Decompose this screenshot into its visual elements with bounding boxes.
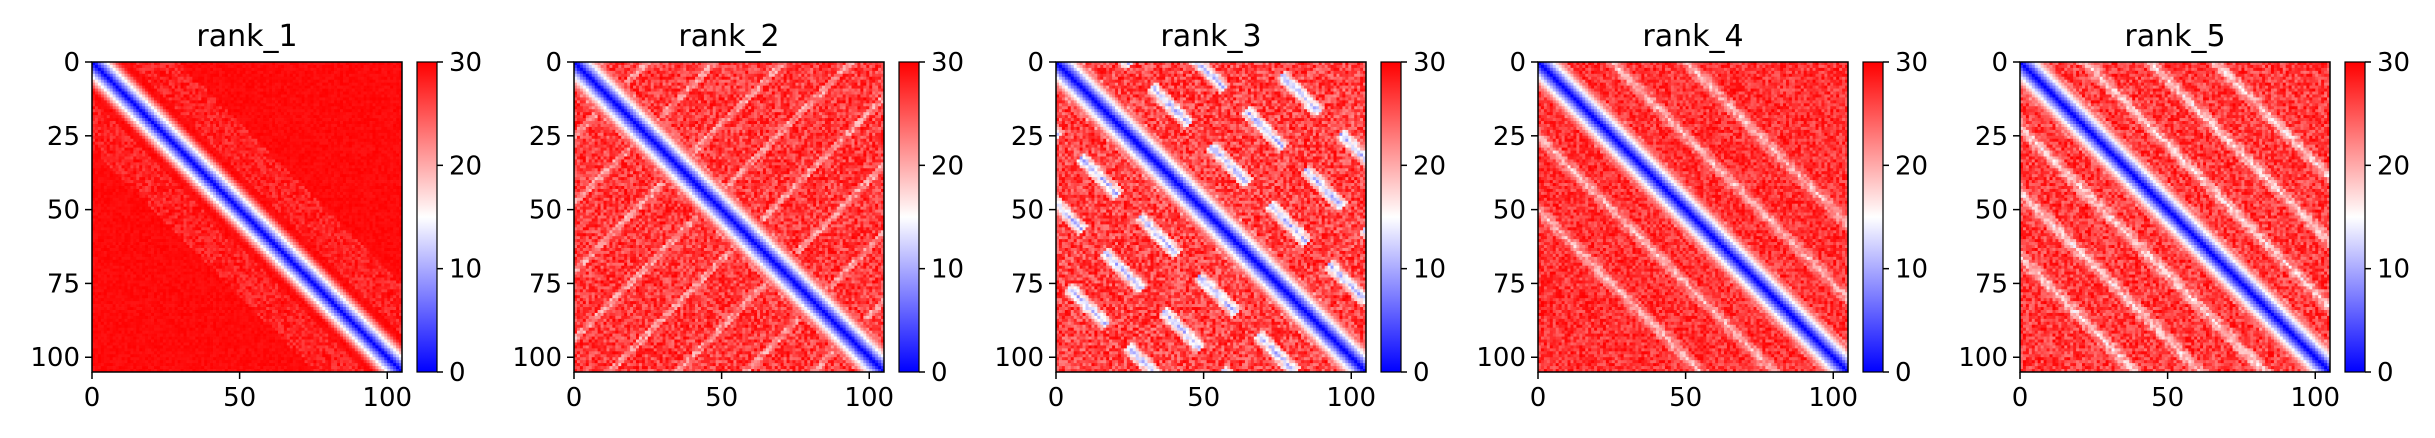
x-tick-label: 0 <box>2012 383 2029 413</box>
colorbar <box>1863 62 1883 372</box>
colorbar <box>1381 62 1401 372</box>
x-tick-label: 100 <box>362 383 412 413</box>
colorbar-tick-label: 20 <box>449 151 482 181</box>
colorbar-tick-label: 0 <box>2377 358 2394 388</box>
y-tick-label: 0 <box>1509 48 1526 78</box>
heatmap-cells <box>92 62 402 372</box>
y-tick-label: 0 <box>1027 48 1044 78</box>
y-tick-label: 0 <box>63 48 80 78</box>
colorbar <box>2345 62 2365 372</box>
heatmap-cells <box>1056 62 1366 372</box>
y-tick-label: 0 <box>545 48 562 78</box>
colorbar-tick-label: 30 <box>449 48 482 78</box>
y-tick-label: 25 <box>1493 122 1526 152</box>
colorbar-tick-label: 30 <box>2377 48 2410 78</box>
y-tick-label: 100 <box>30 343 80 373</box>
colorbar-tick-label: 20 <box>1413 151 1446 181</box>
colorbar-tick-label: 10 <box>2377 255 2410 285</box>
y-tick-label: 25 <box>1011 122 1044 152</box>
y-tick-label: 50 <box>1975 196 2008 226</box>
colorbar <box>899 62 919 372</box>
y-tick-label: 100 <box>994 343 1044 373</box>
y-tick-label: 75 <box>47 269 80 299</box>
x-tick-label: 50 <box>2151 383 2184 413</box>
colorbar-tick-label: 30 <box>1413 48 1446 78</box>
colorbar-tick-label: 30 <box>931 48 964 78</box>
y-tick-label: 0 <box>1991 48 2008 78</box>
colorbar-tick-label: 30 <box>1895 48 1928 78</box>
colorbar-tick-label: 0 <box>931 358 948 388</box>
y-tick-label: 100 <box>1476 343 1526 373</box>
x-tick-label: 0 <box>1048 383 1065 413</box>
y-tick-label: 100 <box>512 343 562 373</box>
y-tick-label: 75 <box>1011 269 1044 299</box>
y-tick-label: 100 <box>1958 343 2008 373</box>
chart-title: rank_3 <box>1160 19 1261 54</box>
y-tick-label: 75 <box>529 269 562 299</box>
x-tick-label: 100 <box>1808 383 1858 413</box>
colorbar-tick-label: 0 <box>1895 358 1912 388</box>
colorbar-tick-label: 10 <box>931 255 964 285</box>
x-tick-label: 100 <box>1326 383 1376 413</box>
y-tick-label: 25 <box>529 122 562 152</box>
x-tick-label: 0 <box>566 383 583 413</box>
chart-title: rank_1 <box>196 19 297 54</box>
colorbar-tick-label: 20 <box>1895 151 1928 181</box>
y-tick-label: 75 <box>1493 269 1526 299</box>
y-tick-label: 50 <box>1493 196 1526 226</box>
colorbar-tick-label: 10 <box>1413 255 1446 285</box>
colorbar-tick-label: 0 <box>1413 358 1430 388</box>
x-tick-label: 50 <box>223 383 256 413</box>
x-tick-label: 100 <box>2290 383 2340 413</box>
colorbar-tick-label: 0 <box>449 358 466 388</box>
colorbar <box>417 62 437 372</box>
chart-title: rank_2 <box>678 19 779 54</box>
y-tick-label: 25 <box>47 122 80 152</box>
colorbar-tick-label: 10 <box>449 255 482 285</box>
x-tick-label: 0 <box>1530 383 1547 413</box>
x-tick-label: 50 <box>1669 383 1702 413</box>
chart-title: rank_4 <box>1642 19 1743 54</box>
y-tick-label: 50 <box>1011 196 1044 226</box>
x-tick-label: 50 <box>705 383 738 413</box>
heatmap-cells <box>1538 62 1848 372</box>
x-tick-label: 100 <box>844 383 894 413</box>
y-tick-label: 75 <box>1975 269 2008 299</box>
colorbar-tick-label: 20 <box>931 151 964 181</box>
y-tick-label: 25 <box>1975 122 2008 152</box>
heatmap-cells <box>574 62 884 372</box>
y-tick-label: 50 <box>529 196 562 226</box>
x-tick-label: 50 <box>1187 383 1220 413</box>
colorbar-tick-label: 10 <box>1895 255 1928 285</box>
heatmap-cells <box>2020 62 2330 372</box>
y-tick-label: 50 <box>47 196 80 226</box>
x-tick-label: 0 <box>84 383 101 413</box>
chart-title: rank_5 <box>2124 19 2225 54</box>
colorbar-tick-label: 20 <box>2377 151 2410 181</box>
